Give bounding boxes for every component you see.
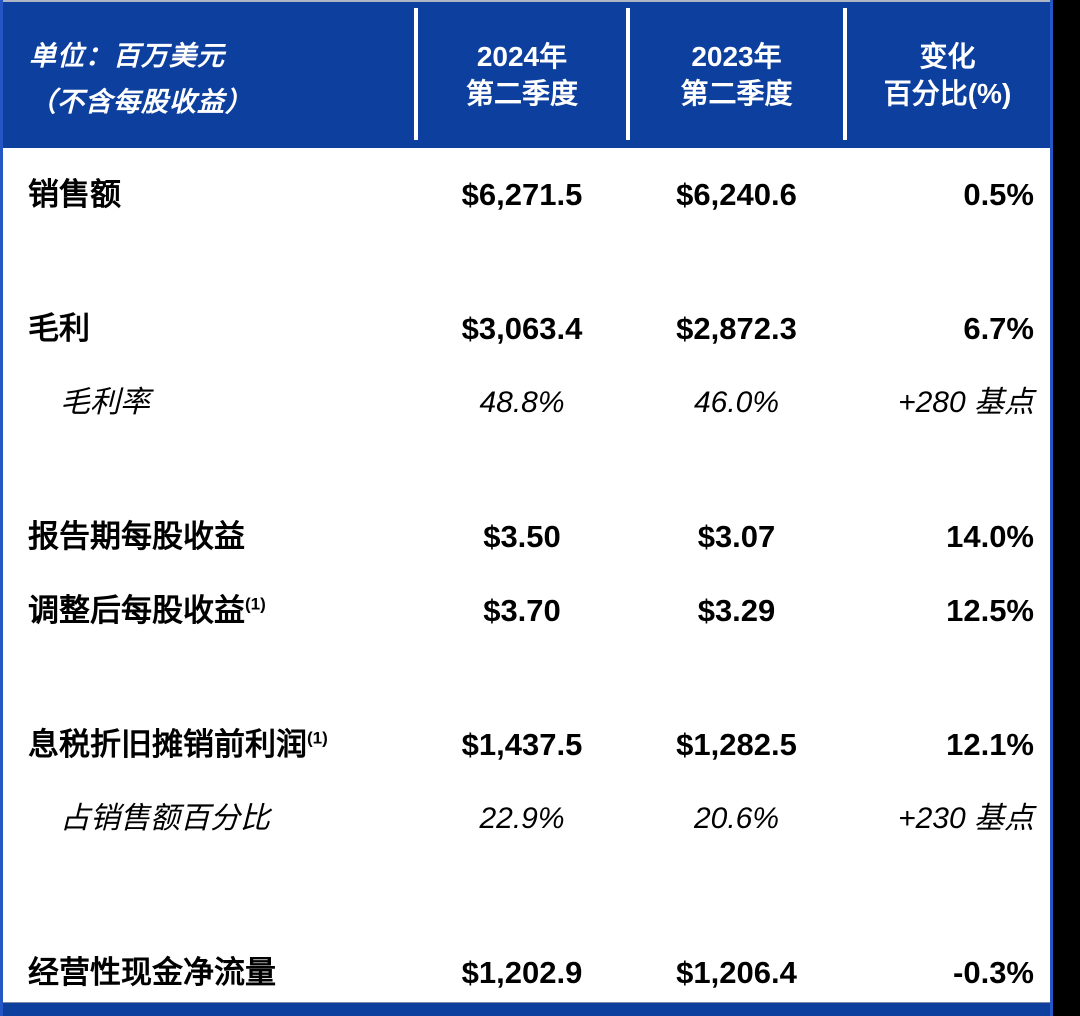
header-unit-cell: 单位：百万美元 （不含每股收益） <box>3 2 416 148</box>
value-change-pct: +280 基点 <box>898 386 1034 419</box>
row-label: 调整后每股收益(1) <box>3 590 416 632</box>
value-2023-q2: 46.0% <box>693 386 780 419</box>
row-label: 毛利 <box>3 308 416 350</box>
value-2023-q2: $1,206.4 <box>676 955 797 990</box>
header-col-line2: 第二季度 <box>465 78 578 109</box>
row-label-text: 占销售额百分比 <box>60 802 270 835</box>
row-label-footnote: (1) <box>307 728 328 748</box>
value-2024-q2: $3,063.4 <box>461 311 583 346</box>
value-2024-q2: $1,437.5 <box>461 727 583 762</box>
value-change-pct: -0.3% <box>953 955 1034 990</box>
header-col-2023-q2: 2023年 第二季度 <box>626 2 845 148</box>
header-col-line1: 2023年 <box>691 41 782 72</box>
table-row: 销售额 $6,271.5 $6,240.6 0.5% <box>3 174 1050 216</box>
row-label-text: 毛利率 <box>60 386 150 419</box>
row-label-text: 报告期每股收益 <box>28 519 245 554</box>
table-row: 报告期每股收益 $3.50 $3.07 14.0% <box>3 516 1050 558</box>
row-label-text: 销售额 <box>28 177 121 212</box>
value-2024-q2: 48.8% <box>479 386 565 419</box>
row-label: 销售额 <box>3 174 416 216</box>
row-label-footnote: (1) <box>245 594 266 614</box>
table-row: 调整后每股收益(1) $3.70 $3.29 12.5% <box>3 590 1050 632</box>
value-2023-q2: $1,282.5 <box>676 727 797 762</box>
value-2024-q2: $3.50 <box>483 519 561 554</box>
value-change-pct: 0.5% <box>963 177 1034 212</box>
value-2023-q2: $6,240.6 <box>676 177 797 212</box>
table-row: 息税折旧摊销前利润(1) $1,437.5 $1,282.5 12.1% <box>3 724 1050 766</box>
value-change-pct: 6.7% <box>963 311 1034 346</box>
header-col-2024-q2: 2024年 第二季度 <box>414 2 628 148</box>
header-col-line2: 第二季度 <box>680 78 793 109</box>
value-2024-q2: 22.9% <box>479 802 565 835</box>
row-label-text: 调整后每股收益 <box>28 593 245 628</box>
unit-label-line1: 单位：百万美元 <box>29 41 225 71</box>
row-label: 经营性现金净流量 <box>3 952 416 994</box>
value-change-pct: 12.1% <box>946 727 1034 762</box>
row-label: 毛利率 <box>3 382 416 424</box>
header-divider <box>414 8 418 140</box>
header-divider <box>626 8 630 140</box>
value-2024-q2: $1,202.9 <box>461 955 583 990</box>
value-2024-q2: $3.70 <box>483 593 561 628</box>
financial-results-table: 单位：百万美元 （不含每股收益） 2024年 第二季度 2023年 第二季度 变… <box>0 0 1053 1016</box>
header-col-line1: 2024年 <box>476 41 568 72</box>
table-row: 占销售额百分比 22.9% 20.6% +230 基点 <box>3 798 1050 840</box>
table-header-row: 单位：百万美元 （不含每股收益） 2024年 第二季度 2023年 第二季度 变… <box>3 0 1050 148</box>
value-2023-q2: $3.29 <box>697 593 776 628</box>
value-change-pct: 12.5% <box>946 593 1034 628</box>
table-row: 经营性现金净流量 $1,202.9 $1,206.4 -0.3% <box>3 952 1050 994</box>
header-col-line1: 变化 <box>919 41 976 72</box>
row-label-text: 毛利 <box>28 311 90 346</box>
table-body: 销售额 $6,271.5 $6,240.6 0.5% 毛利 $3,063.4 $… <box>3 174 1050 994</box>
header-col-change-pct: 变化 百分比(%) <box>843 2 1050 148</box>
unit-label-line2: （不含每股收益） <box>29 87 253 117</box>
value-change-pct: 14.0% <box>946 519 1034 554</box>
table-row: 毛利率 48.8% 46.0% +280 基点 <box>3 382 1050 424</box>
table-row: 毛利 $3,063.4 $2,872.3 6.7% <box>3 308 1050 350</box>
row-label-text: 息税折旧摊销前利润 <box>28 727 307 762</box>
header-divider <box>843 8 847 140</box>
bottom-accent-bar <box>3 1002 1050 1016</box>
header-col-line2: 百分比(%) <box>883 78 1012 109</box>
value-2023-q2: $2,872.3 <box>676 311 797 346</box>
row-label: 报告期每股收益 <box>3 516 416 558</box>
value-2024-q2: $6,271.5 <box>461 177 583 212</box>
row-label: 息税折旧摊销前利润(1) <box>3 724 416 766</box>
value-2023-q2: $3.07 <box>697 519 776 554</box>
value-change-pct: +230 基点 <box>898 802 1034 835</box>
row-label: 占销售额百分比 <box>3 798 416 840</box>
row-label-text: 经营性现金净流量 <box>28 955 276 990</box>
value-2023-q2: 20.6% <box>693 802 780 835</box>
